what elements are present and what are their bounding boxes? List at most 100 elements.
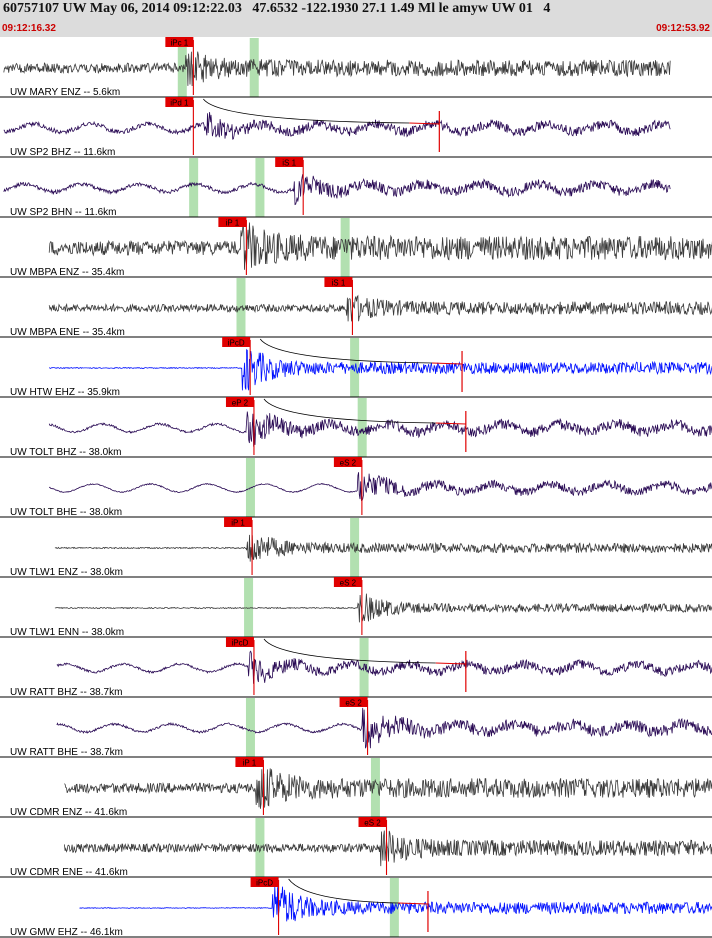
waveform-trace — [48, 411, 712, 447]
waveform-trace — [54, 593, 712, 623]
coda-line — [431, 362, 463, 365]
station-panel: iPcD UW HTW EHZ -- 35.9km — [0, 337, 712, 398]
station-panel: iS 1 UW SP2 BHN -- 11.6km — [0, 157, 712, 218]
station-panel: iPcD UW GMW EHZ -- 46.1km — [0, 877, 712, 938]
station-panel: eS 2 UW TOLT BHE -- 38.0km — [0, 457, 712, 518]
pick-label-box — [358, 817, 387, 827]
coda-curve — [203, 98, 410, 124]
event-header: 60757107 UW May 06, 2014 09:12:22.03 47.… — [0, 0, 712, 37]
station-label: UW TOLT BHZ -- 38.0km — [10, 447, 122, 458]
coda-curve — [288, 878, 399, 904]
waveform-trace — [64, 768, 712, 809]
pick-label-box — [333, 457, 362, 467]
waveform-trace — [3, 112, 671, 140]
pick-label: iP 1 — [231, 519, 245, 528]
waveform-trace — [48, 348, 712, 391]
pick-label-box — [165, 37, 194, 47]
waveform-trace — [48, 472, 712, 501]
pick-label: iPcD — [256, 879, 273, 888]
seismogram-panel: iPc 1 UW MARY ENZ -- 5.6km iPd 1 UW SP2 BHZ… — [0, 37, 712, 938]
predicted-window — [244, 578, 254, 637]
coda-curve — [263, 398, 436, 424]
waveform-trace — [3, 51, 671, 87]
predicted-window — [249, 38, 259, 97]
station-panel: iPd 1 UW SP2 BHZ -- 11.6km — [0, 97, 712, 158]
waveform-trace — [79, 885, 712, 922]
station-panel: eS 2 UW TLW1 ENN -- 38.0km — [0, 577, 712, 638]
pick-label: eS 2 — [345, 699, 362, 708]
pick-label-box — [225, 637, 254, 647]
station-panel: eS 2 UW RATT BHE -- 38.7km — [0, 697, 712, 758]
predicted-window — [255, 158, 265, 217]
coda-line — [435, 422, 466, 425]
pick-label: iS 1 — [282, 159, 296, 168]
predicted-window — [255, 818, 265, 877]
station-panel: iP 1 UW MBPA ENZ -- 35.4km — [0, 217, 712, 278]
station-label: UW HTW EHZ -- 35.9km — [10, 387, 120, 398]
waveform-trace — [54, 534, 712, 562]
pick-label-box — [222, 337, 251, 347]
pick-label: eS 2 — [364, 819, 381, 828]
pick-label: iPcD — [232, 639, 249, 648]
station-label: UW MBPA ENE -- 35.4km — [10, 327, 125, 338]
station-label: UW SP2 BHN -- 11.6km — [10, 207, 117, 218]
station-panel: eP 2 UW TOLT BHZ -- 38.0km — [0, 397, 712, 458]
coda-line — [409, 122, 440, 125]
start-time: 09:12:16.32 — [2, 23, 56, 34]
station-panel: iPcD UW RATT BHZ -- 38.7km — [0, 637, 712, 698]
pick-label-box — [218, 217, 247, 227]
station-label: UW TLW1 ENZ -- 38.0km — [10, 567, 123, 578]
coda-curve — [263, 638, 436, 664]
pick-label: eS 2 — [340, 579, 357, 588]
pick-label-box — [275, 157, 304, 167]
pick-label: iPc 1 — [170, 39, 188, 48]
pick-label-box — [235, 757, 264, 767]
coda-line — [435, 662, 466, 665]
pick-label: iS 1 — [332, 279, 346, 288]
station-label: UW MBPA ENZ -- 35.4km — [10, 267, 124, 278]
waveform-trace — [48, 222, 712, 270]
pick-label: iPd 1 — [170, 99, 189, 108]
station-label: UW TLW1 ENN -- 38.0km — [10, 627, 124, 638]
waveform-trace — [48, 294, 712, 322]
pick-label-box — [339, 697, 368, 707]
station-panel: iP 1 UW CDMR ENZ -- 41.6km — [0, 757, 712, 818]
predicted-window — [370, 758, 380, 817]
predicted-window — [357, 398, 367, 457]
station-panel: iP 1 UW TLW1 ENZ -- 38.0km — [0, 517, 712, 578]
pick-label-box — [225, 397, 254, 407]
waveform-trace — [56, 707, 712, 749]
pick-label-box — [324, 277, 353, 287]
pick-label: iPcD — [228, 339, 245, 348]
predicted-window — [350, 338, 360, 397]
station-label: UW CDMR ENE -- 41.6km — [10, 867, 128, 878]
coda-curve — [259, 338, 433, 364]
station-label: UW TOLT BHE -- 38.0km — [10, 507, 122, 518]
predicted-window — [350, 518, 360, 577]
station-panel: iS 1 UW MBPA ENE -- 35.4km — [0, 277, 712, 338]
station-label: UW CDMR ENZ -- 41.6km — [10, 807, 127, 818]
pick-label-box — [165, 97, 194, 107]
station-label: UW RATT BHE -- 38.7km — [10, 747, 123, 758]
pick-label-box — [250, 877, 279, 887]
predicted-window — [189, 158, 199, 217]
station-label: UW MARY ENZ -- 5.6km — [10, 87, 120, 98]
pick-label: eS 2 — [340, 459, 357, 468]
station-panel: eS 2 UW CDMR ENE -- 41.6km — [0, 817, 712, 878]
station-label: UW RATT BHZ -- 38.7km — [10, 687, 122, 698]
predicted-window — [245, 698, 255, 757]
pick-label: eP 2 — [232, 399, 249, 408]
pick-label-box — [224, 517, 253, 527]
pick-label-box — [333, 577, 362, 587]
predicted-window — [245, 458, 255, 517]
waveform-trace — [56, 650, 712, 684]
station-label: UW GMW EHZ -- 46.1km — [10, 927, 123, 938]
event-title: 60757107 UW May 06, 2014 09:12:22.03 47.… — [3, 1, 551, 16]
station-label: UW SP2 BHZ -- 11.6km — [10, 147, 115, 158]
pick-label: iP 1 — [243, 759, 257, 768]
waveform-trace — [3, 174, 671, 206]
pick-label: iP 1 — [226, 219, 240, 228]
waveform-trace — [64, 830, 712, 867]
end-time: 09:12:53.92 — [656, 23, 710, 34]
coda-line — [397, 902, 429, 905]
